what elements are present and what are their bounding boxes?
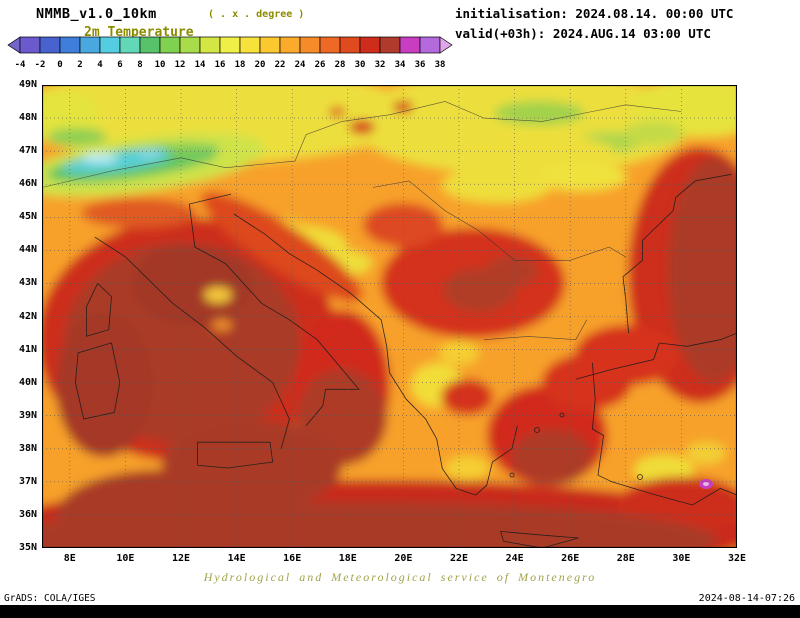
svg-text:0: 0 [57, 60, 62, 70]
svg-text:24: 24 [295, 60, 306, 70]
map-frame [41, 84, 738, 549]
svg-text:26: 26 [315, 60, 326, 70]
hot-spot [699, 479, 713, 489]
svg-text:2: 2 [77, 60, 82, 70]
svg-text:14: 14 [195, 60, 206, 70]
svg-text:10: 10 [155, 60, 166, 70]
svg-text:-4: -4 [15, 60, 26, 70]
lat-label: 47N [18, 145, 37, 157]
coastlines [74, 173, 737, 548]
svg-text:30: 30 [355, 60, 366, 70]
lat-label: 35N [18, 542, 37, 553]
svg-text:4: 4 [97, 60, 103, 70]
svg-text:28: 28 [335, 60, 346, 70]
svg-text:6: 6 [117, 60, 122, 70]
svg-text:-2: -2 [35, 60, 46, 70]
lat-label: 43N [18, 277, 37, 289]
temperature-field [42, 85, 737, 548]
lon-label: 28E [616, 553, 635, 564]
variable-title: 2m Temperature [84, 25, 194, 40]
lat-label: 44N [18, 244, 37, 256]
lon-label: 14E [227, 553, 246, 564]
grads-attribution: GrADS: COLA/IGES [4, 593, 96, 604]
lon-label: 20E [394, 553, 413, 564]
service-credit: Hydrological and Meteorological service … [203, 570, 597, 584]
lon-label: 22E [449, 553, 469, 564]
svg-text:34: 34 [395, 60, 406, 70]
svg-text:36: 36 [415, 60, 426, 70]
lon-label: 30E [672, 553, 691, 564]
lat-label: 49N [18, 79, 37, 90]
svg-text:8: 8 [137, 60, 142, 70]
lat-label: 46N [18, 178, 37, 190]
svg-text:18: 18 [235, 60, 246, 70]
lon-label: 32E [727, 553, 747, 564]
lon-label: 12E [171, 553, 191, 564]
lat-label: 38N [18, 442, 37, 454]
creation-timestamp: 2024-08-14-07:26 [698, 593, 795, 604]
lat-label: 39N [18, 409, 37, 421]
lon-label: 16E [283, 553, 302, 564]
temperature-map [41, 84, 738, 549]
svg-text:38: 38 [435, 60, 446, 70]
svg-text:20: 20 [255, 60, 266, 70]
map-canvas [41, 84, 738, 549]
grid-resolution-note: ( . x . degree ) [208, 9, 305, 20]
initialisation-time: initialisation: 2024.08.14. 00:00 UTC [455, 6, 734, 21]
temperature-colorbar: -4 -2 0 2 4 6 8 10 12 14 16 18 20 22 24 26 28 30 32 34 36 38 [7, 36, 453, 70]
lat-label: 41N [18, 343, 37, 355]
bottom-black-bar [0, 605, 800, 618]
lat-label: 45N [18, 211, 37, 223]
lon-label: 10E [116, 553, 135, 564]
svg-text:22: 22 [275, 60, 286, 70]
svg-text:12: 12 [175, 60, 186, 70]
model-title: NMMB_v1.0_10km [36, 6, 157, 22]
valid-time: valid(+03h): 2024.AUG.14 03:00 UTC [455, 26, 711, 41]
latitude-axis-labels: 49N 48N 47N 46N 45N 44N 43N 42N 41N 40N 39N 38N 37N 3… [0, 79, 40, 553]
lat-label: 37N [18, 475, 37, 487]
lon-label: 18E [338, 553, 357, 564]
lat-label: 40N [18, 376, 37, 388]
lon-label: 24E [505, 553, 524, 564]
lat-label: 48N [18, 112, 37, 124]
lon-label: 8E [63, 553, 76, 564]
svg-text:32: 32 [375, 60, 386, 70]
svg-text:16: 16 [215, 60, 226, 70]
lon-label: 26E [561, 553, 580, 564]
longitude-axis-labels: 8E 10E 12E 14E 16E 18E 20E 22E 24E 26E 28E 30E 32E [42, 551, 746, 565]
lat-label: 36N [18, 508, 37, 520]
country-borders [42, 101, 682, 341]
lat-label: 42N [18, 310, 37, 322]
